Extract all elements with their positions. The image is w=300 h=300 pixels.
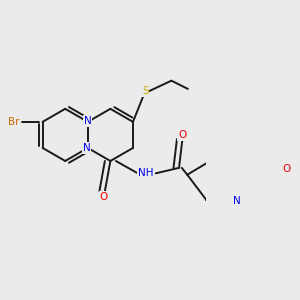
Text: NH: NH bbox=[138, 168, 154, 178]
Text: Br: Br bbox=[8, 117, 20, 127]
Text: N: N bbox=[233, 196, 241, 206]
Text: N: N bbox=[82, 143, 90, 153]
Text: S: S bbox=[142, 86, 148, 96]
Text: O: O bbox=[178, 130, 187, 140]
Text: O: O bbox=[283, 164, 291, 173]
Text: O: O bbox=[99, 192, 108, 202]
Text: N: N bbox=[84, 116, 92, 126]
